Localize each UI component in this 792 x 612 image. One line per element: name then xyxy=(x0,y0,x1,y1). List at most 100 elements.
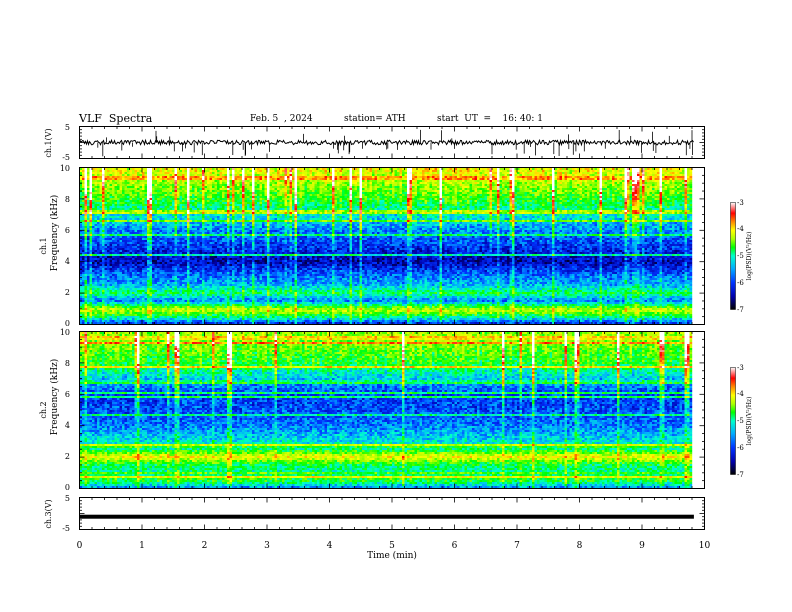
spectrogram-cell xyxy=(367,184,370,186)
spectrogram-cell xyxy=(600,174,603,176)
spectrogram-cell xyxy=(270,188,273,190)
spectrogram-cell xyxy=(477,186,480,188)
spectrogram-cell xyxy=(137,176,140,178)
spectrogram-cell xyxy=(590,188,593,190)
spectrogram-cell xyxy=(147,192,150,194)
spectrogram-cell xyxy=(657,170,660,172)
spectrogram-cell xyxy=(490,182,493,184)
spectrogram-cell xyxy=(460,174,463,176)
spectrogram-cell xyxy=(430,180,433,182)
spectrogram-cell xyxy=(532,194,535,196)
spectrogram-cell xyxy=(522,182,525,184)
spectrogram-cell xyxy=(602,176,605,178)
spectrogram-cell xyxy=(312,176,315,178)
spectrogram-cell xyxy=(682,180,685,182)
spectrogram-cell xyxy=(527,172,530,174)
spectrogram-cell xyxy=(332,184,335,186)
spectrogram-cell xyxy=(670,192,673,194)
spectrogram-cell xyxy=(595,172,598,174)
spectrogram-cell xyxy=(147,188,150,190)
spectrogram-cell xyxy=(565,194,568,196)
spectrogram-cell xyxy=(200,168,203,170)
spectrogram-cell xyxy=(155,192,158,194)
spectrogram-cell xyxy=(570,188,573,190)
spectrogram-cell xyxy=(147,168,150,170)
spectrogram-cell xyxy=(585,188,588,190)
spectrogram-cell xyxy=(165,174,168,176)
spectrogram-cell xyxy=(677,198,680,200)
spectrogram-cell xyxy=(367,186,370,188)
spectrogram-cell xyxy=(612,198,615,200)
spectrogram-cell xyxy=(205,178,208,180)
spectrogram-cell xyxy=(502,190,505,192)
spectrogram-cell xyxy=(517,192,520,194)
spectrogram-cell xyxy=(155,178,158,180)
spectrogram-cell xyxy=(595,192,598,194)
spectrogram-cell xyxy=(462,178,465,180)
spectrogram-cell xyxy=(347,174,350,176)
spectrogram-cell xyxy=(175,200,178,202)
spectrogram-cell xyxy=(565,192,568,194)
spectrogram-cell xyxy=(672,182,675,184)
spectrogram-cell xyxy=(380,184,383,186)
spectrogram-cell xyxy=(137,174,140,176)
spectrogram-cell xyxy=(455,184,458,186)
spectrogram-cell xyxy=(95,190,98,192)
spectrogram-cell xyxy=(575,196,578,198)
spectrogram-cell xyxy=(542,198,545,200)
spectrogram-cell xyxy=(630,170,633,172)
spectrogram-cell xyxy=(605,188,608,190)
spectrogram-cell xyxy=(432,170,435,172)
spectrogram-cell xyxy=(200,196,203,198)
spectrogram-cell xyxy=(222,190,225,192)
spectrogram-cell xyxy=(532,172,535,174)
spectrogram-cell xyxy=(690,184,693,186)
spectrogram-cell xyxy=(95,178,98,180)
spectrogram-cell xyxy=(115,170,118,172)
spectrogram-cell xyxy=(125,178,128,180)
spectrogram-cell xyxy=(485,178,488,180)
spectrogram-cell xyxy=(677,186,680,188)
spectrogram-cell xyxy=(132,170,135,172)
spectrogram-cell xyxy=(665,178,668,180)
spectrogram-cell xyxy=(155,196,158,198)
spectrogram-cell xyxy=(690,186,693,188)
spectrogram-cell xyxy=(307,178,310,180)
spectrogram-cell xyxy=(362,194,365,196)
spectrogram-cell xyxy=(275,190,278,192)
spectrogram-cell xyxy=(660,190,663,192)
spectrogram-cell xyxy=(382,194,385,196)
spectrogram-cell xyxy=(145,170,148,172)
spectrogram-cell xyxy=(470,176,473,178)
spectrogram-cell xyxy=(440,174,443,176)
spectrogram-cell xyxy=(502,198,505,200)
spectrogram-cell xyxy=(515,176,518,178)
spectrogram-cell xyxy=(395,196,398,198)
spectrogram-cell xyxy=(640,190,643,192)
spectrogram-cell xyxy=(362,172,365,174)
spectrogram-cell xyxy=(302,184,305,186)
spectrogram-cell xyxy=(255,196,258,198)
spectrogram-cell xyxy=(272,182,275,184)
spectrogram-cell xyxy=(205,168,208,170)
spectrogram-cell xyxy=(467,184,470,186)
spectrogram-cell xyxy=(580,170,583,172)
spectrogram-cell xyxy=(160,170,163,172)
spectrogram-cell xyxy=(475,182,478,184)
spectrogram-cell xyxy=(127,188,130,190)
spectrogram-cell xyxy=(250,168,253,170)
spectrogram-cell xyxy=(675,190,678,192)
spectrogram-cell xyxy=(100,200,103,202)
spectrogram-cell xyxy=(615,182,618,184)
spectrogram-cell xyxy=(87,192,90,194)
spectrogram-cell xyxy=(327,186,330,188)
spectrogram-cell xyxy=(185,174,188,176)
spectrogram-cell xyxy=(332,174,335,176)
spectrogram-cell xyxy=(560,186,563,188)
spectrogram-cell xyxy=(105,178,108,180)
spectrogram-cell xyxy=(275,196,278,198)
spectrogram-cell xyxy=(182,200,185,202)
spectrogram-cell xyxy=(625,184,628,186)
spectrogram-cell xyxy=(145,198,148,200)
spectrogram-cell xyxy=(432,174,435,176)
